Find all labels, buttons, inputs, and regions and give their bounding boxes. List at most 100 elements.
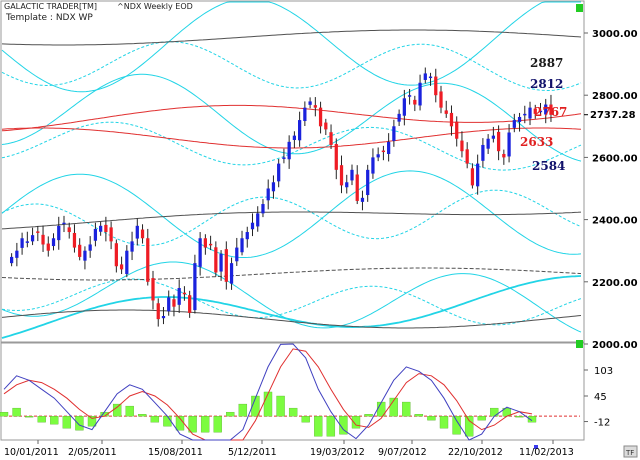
candle <box>397 109 401 126</box>
x-tick-label: 19/03/2012 <box>310 447 365 458</box>
candle <box>507 124 511 163</box>
candle <box>371 148 375 179</box>
y-tick-label: 2600.00 <box>592 153 638 164</box>
candle <box>125 245 129 278</box>
candle <box>203 234 207 255</box>
candle <box>235 237 239 266</box>
cycle-wave <box>1 29 582 46</box>
template-label: Template : NDX WP <box>5 13 93 23</box>
price-plot <box>1 1 582 339</box>
histogram-bar <box>364 414 373 417</box>
candle <box>538 102 543 115</box>
svg-text:TF: TF <box>625 449 634 457</box>
candle <box>345 174 349 194</box>
candle <box>182 286 187 301</box>
x-tick-label: 22/10/2012 <box>448 447 503 458</box>
candle <box>402 89 406 126</box>
candle <box>229 257 234 290</box>
y-tick-label: 3000.00 <box>592 29 638 40</box>
histogram-bar <box>138 414 147 417</box>
candle <box>292 131 297 149</box>
candle <box>208 235 213 251</box>
candle <box>20 232 24 255</box>
x-tick-label: 10/01/2011 <box>4 447 59 458</box>
histogram-bar <box>238 403 248 417</box>
signal-line <box>3 348 533 441</box>
histogram-bar <box>414 414 424 417</box>
histogram-bar <box>112 403 122 417</box>
cycle-wave <box>1 275 582 339</box>
cycle-wave <box>1 170 582 258</box>
candle <box>114 239 118 273</box>
macd-line <box>3 343 533 441</box>
candle <box>287 135 291 169</box>
candle <box>135 218 139 246</box>
tf-button[interactable]: TF <box>623 445 638 458</box>
candle <box>449 105 454 136</box>
histogram-bar <box>314 416 323 437</box>
status-marker-mid[interactable] <box>576 340 583 348</box>
candle <box>434 68 438 103</box>
histogram-bar <box>452 416 461 435</box>
level-label: 2887 <box>530 56 563 70</box>
histogram-bar <box>326 416 336 437</box>
candle <box>376 147 380 162</box>
y-tick-label: 2800.00 <box>592 91 638 102</box>
candle <box>491 126 495 143</box>
level-label: 2812 <box>530 77 563 91</box>
x-tick-label: 9/07/2012 <box>378 447 427 458</box>
candle <box>266 179 270 210</box>
candle <box>439 85 443 114</box>
candle <box>355 165 359 205</box>
candle <box>245 226 249 248</box>
candle <box>544 98 548 124</box>
candle <box>109 221 113 250</box>
histogram-bar <box>527 416 537 423</box>
candle <box>140 224 145 244</box>
y-tick-label: 2200.00 <box>592 278 638 289</box>
candle <box>93 222 98 247</box>
cycle-wave <box>1 121 582 171</box>
histogram-bar <box>12 407 21 417</box>
y-tick-label: 2400.00 <box>592 216 638 227</box>
histogram-bar <box>200 416 210 433</box>
x-tick-label: 2/05/2011 <box>68 447 117 458</box>
histogram-bar <box>188 416 197 433</box>
y-tick-label: 2000.00 <box>592 340 638 351</box>
candle <box>30 227 35 246</box>
candle <box>428 72 433 86</box>
candle <box>455 116 459 147</box>
indicator-plot <box>0 343 580 441</box>
candle <box>423 67 427 84</box>
histogram-bar <box>0 411 9 417</box>
candle <box>62 215 66 233</box>
candle <box>339 155 344 194</box>
candle <box>407 88 412 105</box>
candle <box>15 242 19 267</box>
candle <box>360 190 365 211</box>
status-marker-top[interactable] <box>576 4 583 12</box>
histogram-bar <box>163 416 172 427</box>
indicator-tick-label: -12 <box>594 418 610 429</box>
histogram-bar <box>439 416 449 429</box>
candle <box>512 113 516 133</box>
candle <box>392 119 396 147</box>
candle <box>413 95 417 112</box>
cycle-wave <box>1 127 582 149</box>
candle <box>308 97 312 109</box>
cycle-wave <box>1 1 581 93</box>
candle <box>381 145 386 161</box>
candle <box>224 241 228 290</box>
candle <box>219 250 223 281</box>
candle <box>366 164 370 202</box>
price-panel <box>0 0 585 343</box>
histogram-bar <box>125 405 134 417</box>
candle <box>334 138 338 180</box>
x-tick-label: 5/12/2011 <box>228 447 277 458</box>
candle <box>193 254 197 314</box>
cycle-wave <box>1 104 582 132</box>
candle <box>261 199 265 218</box>
histogram-bar <box>339 416 348 435</box>
histogram-bar <box>87 416 97 427</box>
histogram-bar <box>276 395 285 417</box>
